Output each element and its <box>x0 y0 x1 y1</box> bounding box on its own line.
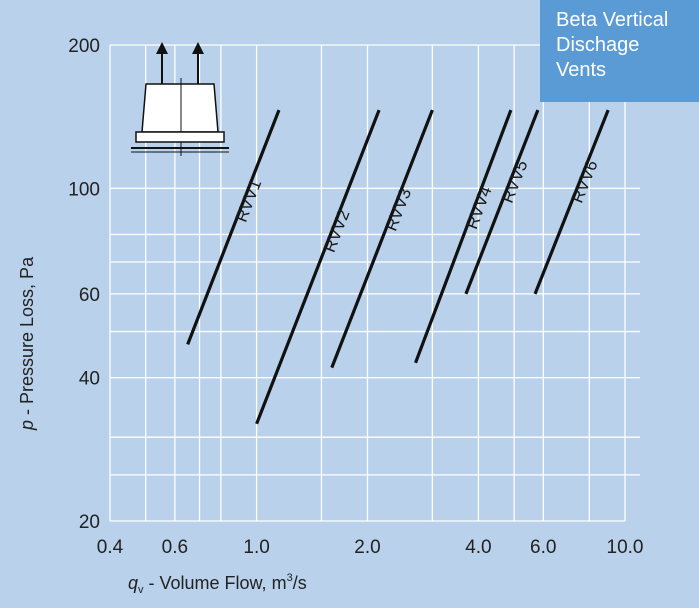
x-axis-title-tail: /s <box>293 573 307 593</box>
series-line-rvv1 <box>186 109 281 345</box>
series-line-rvv4 <box>414 109 513 364</box>
legend-line-2: Dischage <box>556 34 640 56</box>
y-tick-label: 200 <box>68 36 100 57</box>
x-axis-title-symbol: q <box>128 573 138 593</box>
y-tick-label: 40 <box>79 369 100 390</box>
series <box>186 109 610 425</box>
legend-line-1: Beta Vertical <box>556 9 669 31</box>
y-tick-label: 100 <box>68 179 100 200</box>
y-tick-label: 20 <box>79 512 100 533</box>
x-tick-label: 10.0 <box>607 537 644 558</box>
series-line-rvv6 <box>533 109 610 295</box>
vent-icon <box>131 42 229 156</box>
x-tick-labels: 0.4 0.6 1.0 2.0 4.0 6.0 10.0 <box>97 537 644 558</box>
x-tick-label: 2.0 <box>354 537 380 558</box>
y-axis-title-symbol: p <box>17 420 37 431</box>
y-axis-title-text: - Pressure Loss, Pa <box>17 256 37 420</box>
x-tick-label: 0.4 <box>97 537 124 558</box>
y-axis-title: p - Pressure Loss, Pa <box>17 256 37 431</box>
x-axis-title: qv - Volume Flow, m3/s <box>128 572 307 596</box>
x-axis-title-superscript: 3 <box>287 572 293 584</box>
y-tick-labels: 20 40 60 100 200 <box>68 36 100 533</box>
series-line-rvv5 <box>464 109 540 295</box>
x-axis-title-subscript: v <box>138 584 144 596</box>
y-tick-label: 60 <box>79 285 100 306</box>
x-tick-label: 0.6 <box>162 537 188 558</box>
legend-line-3: Vents <box>556 59 607 81</box>
legend-box: Beta Vertical Dischage Vents <box>540 0 699 102</box>
series-line-rvv3 <box>330 109 434 369</box>
series-line-rvv2 <box>255 109 381 425</box>
x-tick-label: 1.0 <box>243 537 269 558</box>
x-tick-label: 6.0 <box>530 537 556 558</box>
x-axis-title-text: - Volume Flow, m <box>144 573 287 593</box>
x-tick-label: 4.0 <box>465 537 491 558</box>
